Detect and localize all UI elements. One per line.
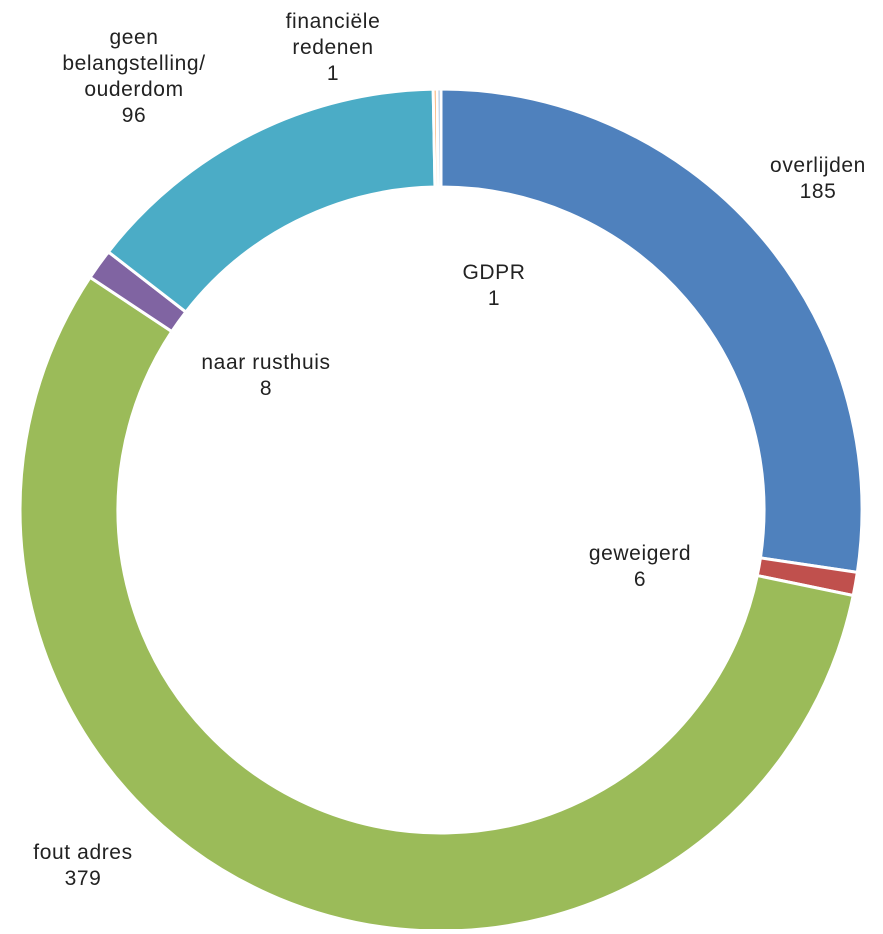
label-text-naar-rusthuis: naar rusthuis [201, 351, 330, 374]
slice-overlijden [439, 87, 864, 575]
label-value-geen-belangstelling-ouderdom: 96 [122, 104, 147, 127]
label-text-financiele-redenen: financiële [286, 10, 381, 33]
label-value-fout-adres: 379 [65, 867, 102, 890]
label-value-gdpr: 1 [488, 287, 500, 310]
label-value-financiele-redenen: 1 [327, 62, 339, 85]
label-text-geen-belangstelling-ouderdom: belangstelling/ [62, 52, 205, 75]
slice-geen-belangstelling-ouderdom [106, 87, 437, 315]
donut-slices [18, 87, 864, 933]
data-label-geweigerd: geweigerd 6 [589, 542, 691, 591]
label-text-financiele-redenen: redenen [292, 36, 373, 59]
label-text-gdpr: GDPR [462, 261, 525, 284]
data-label-geen-belangstelling-ouderdom: geen belangstelling/ouderdom 96 [62, 26, 205, 127]
slice-gdpr [435, 87, 443, 189]
label-value-geweigerd: 6 [634, 568, 646, 591]
label-value-overlijden: 185 [800, 180, 837, 203]
label-text-geweigerd: geweigerd [589, 542, 691, 565]
data-label-overlijden: overlijden 185 [770, 154, 866, 203]
data-label-naar-rusthuis: naar rusthuis 8 [201, 351, 330, 400]
data-label-financiele-redenen: financiële redenen 1 [286, 10, 381, 85]
label-text-geen-belangstelling-ouderdom: ouderdom [84, 78, 183, 101]
slice-fout-adres [18, 275, 856, 933]
label-text-geen-belangstelling-ouderdom: geen [109, 26, 158, 49]
label-text-overlijden: overlijden [770, 154, 866, 177]
data-label-fout-adres: fout adres 379 [33, 841, 132, 890]
label-text-fout-adres: fout adres [33, 841, 132, 864]
data-label-gdpr: GDPR 1 [462, 261, 525, 310]
donut-labels: overlijden 185 geweigerd 6 fout adres 379 naar… [33, 10, 866, 890]
label-value-naar-rusthuis: 8 [260, 377, 272, 400]
